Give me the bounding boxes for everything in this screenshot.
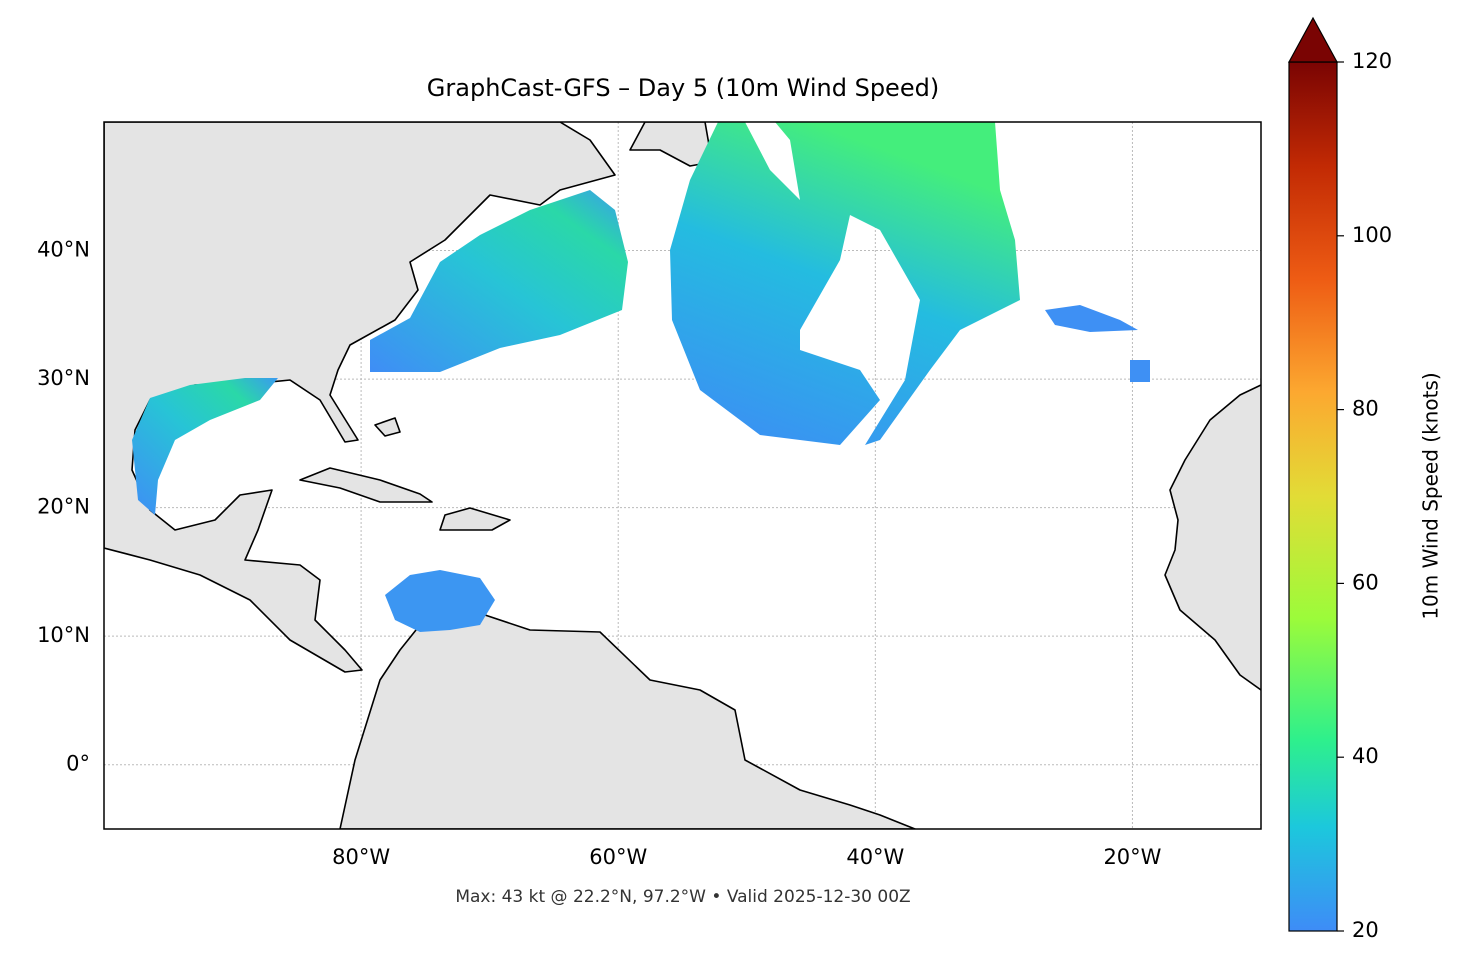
map-area: [104, 122, 1261, 829]
colorbar: [1288, 61, 1338, 932]
wind-area: [1045, 305, 1138, 332]
colorbar-tick-label: 40: [1352, 744, 1379, 768]
y-tick-label: 30°N: [37, 366, 90, 390]
colorbar-tick-label: 120: [1352, 49, 1392, 73]
land: [439, 507, 511, 531]
land: [1164, 384, 1261, 691]
wind-area: [370, 190, 628, 372]
x-tick-label: 20°W: [1103, 845, 1161, 869]
colorbar-tick-label: 80: [1352, 397, 1379, 421]
land: [299, 467, 433, 503]
x-tick-label: 80°W: [332, 845, 390, 869]
y-tick-label: 40°N: [37, 238, 90, 262]
wind-area: [670, 122, 1020, 445]
footer: Max: 43 kt @ 22.2°N, 97.2°W • Valid 2025…: [455, 887, 910, 907]
x-tick-label: 60°W: [589, 845, 647, 869]
colorbar-tick-label: 20: [1352, 918, 1379, 942]
colorbar-tick-label: 100: [1352, 223, 1392, 247]
y-tick-label: 0°: [66, 752, 90, 776]
land: [374, 417, 401, 437]
wind-area: [1130, 360, 1150, 382]
title: GraphCast-GFS – Day 5 (10m Wind Speed): [427, 74, 939, 102]
map-frame: [103, 121, 1262, 830]
colorbar-extend: [1287, 16, 1339, 63]
x-tick-label: 40°W: [846, 845, 904, 869]
colorbar-tick-label: 60: [1352, 570, 1379, 594]
land: [339, 609, 916, 829]
wind-area: [385, 570, 495, 632]
colorbar-label: 10m Wind Speed (knots): [1419, 372, 1443, 619]
y-tick-label: 20°N: [37, 495, 90, 519]
y-tick-label: 10°N: [37, 623, 90, 647]
wind-area: [132, 378, 278, 515]
